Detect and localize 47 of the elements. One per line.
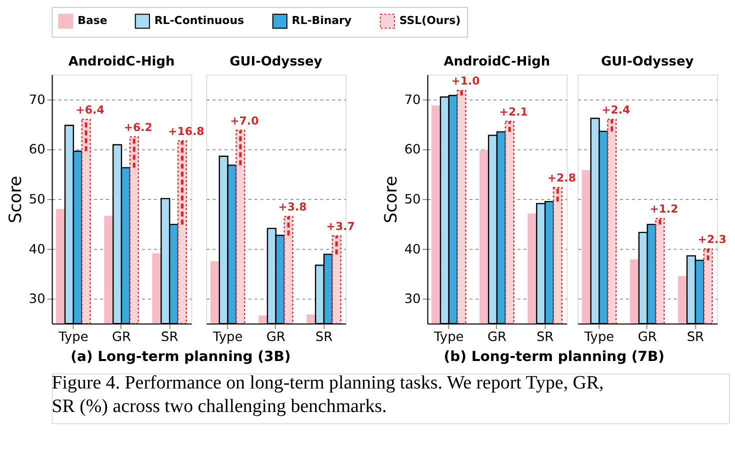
y-tick-label: 70 [404, 92, 421, 108]
y-tick-label: 50 [28, 192, 46, 208]
x-tick-label: Type [583, 330, 614, 345]
text: GUI-Odyssey [230, 54, 323, 70]
y-tick-label: 70 [28, 92, 46, 108]
x-axis-title: (b) Long-term planning (7B) [444, 348, 664, 365]
x-tick-label: SR [536, 330, 554, 345]
annotation: +16.8 [168, 124, 204, 138]
x-tick-label: Type [58, 330, 88, 345]
x-tick-label: Type [433, 330, 464, 345]
x-tick-label: SR [686, 330, 704, 345]
text: AndroidC-High [444, 54, 550, 70]
text: AndroidC-High [68, 54, 175, 70]
y-tick-label: 60 [28, 142, 46, 158]
annotation: +2.3 [698, 232, 726, 246]
caption: Figure 4. Performance on long-term planning tasks. We report Type, GR, SR (%) across two challenging benchmarks. [52, 372, 604, 418]
annotation: +2.8 [547, 172, 576, 185]
annotation: +2.1 [499, 105, 528, 118]
legend-label: Base [78, 14, 108, 28]
annotation: +3.8 [278, 200, 307, 214]
legend-label: RL-Binary [292, 14, 352, 28]
x-tick-label: SR [315, 330, 333, 345]
y-tick-label: 30 [28, 292, 46, 308]
x-axis-title: (a) Long-term planning (3B) [70, 348, 291, 365]
y-tick-label: 50 [404, 192, 421, 208]
x-tick-label: GR [112, 330, 132, 345]
x-tick-label: GR [638, 330, 657, 345]
legend-label: RL-Continuous [154, 14, 244, 28]
annotation: +6.4 [76, 103, 105, 116]
annotation: +1.2 [650, 202, 678, 216]
y-tick-label: 60 [404, 142, 421, 158]
annotation: +7.0 [230, 114, 260, 128]
annotation: +3.7 [326, 220, 355, 233]
y-axis-title: Score [4, 176, 25, 224]
annotation: +1.0 [451, 74, 480, 88]
x-tick-label: Type [212, 330, 243, 345]
annotation: +6.2 [124, 120, 152, 134]
y-axis-title: Score [380, 176, 400, 224]
x-tick-label: GR [266, 330, 286, 345]
legend-label: SSL(Ours) [399, 14, 461, 28]
x-tick-label: GR [487, 330, 506, 345]
x-tick-label: SR [160, 330, 178, 345]
text: GUI-Odyssey [601, 54, 694, 70]
annotation: +2.4 [602, 103, 631, 116]
y-tick-label: 40 [404, 242, 421, 258]
y-tick-label: 30 [404, 292, 421, 308]
y-tick-label: 40 [28, 242, 46, 258]
